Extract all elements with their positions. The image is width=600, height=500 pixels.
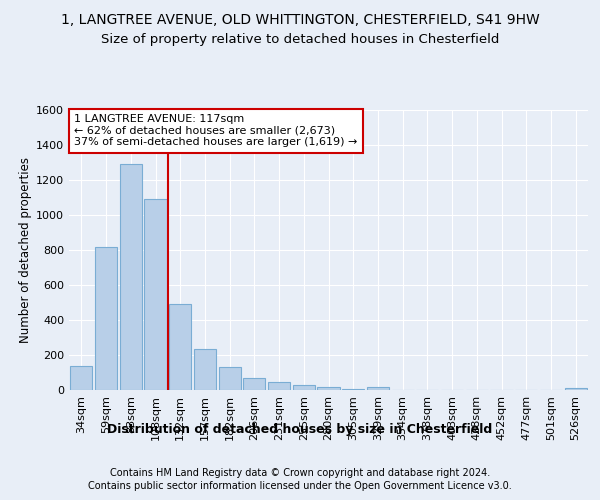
Text: 1, LANGTREE AVENUE, OLD WHITTINGTON, CHESTERFIELD, S41 9HW: 1, LANGTREE AVENUE, OLD WHITTINGTON, CHE… (61, 12, 539, 26)
Bar (317, 388, 340, 390)
Bar (145, 199, 167, 390)
Bar (565, 388, 587, 390)
Bar (95, 248, 117, 390)
Bar (243, 378, 265, 390)
Bar (342, 389, 364, 390)
Text: Contains public sector information licensed under the Open Government Licence v3: Contains public sector information licen… (88, 481, 512, 491)
Y-axis label: Number of detached properties: Number of detached properties (19, 157, 32, 343)
Bar (70, 366, 92, 390)
Bar (268, 382, 290, 390)
Bar (218, 367, 241, 390)
Text: Contains HM Land Registry data © Crown copyright and database right 2024.: Contains HM Land Registry data © Crown c… (110, 468, 490, 477)
Bar (293, 386, 315, 390)
Text: Size of property relative to detached houses in Chesterfield: Size of property relative to detached ho… (101, 32, 499, 46)
Bar (119, 164, 142, 390)
Text: 1 LANGTREE AVENUE: 117sqm
← 62% of detached houses are smaller (2,673)
37% of se: 1 LANGTREE AVENUE: 117sqm ← 62% of detac… (74, 114, 358, 148)
Bar (367, 388, 389, 390)
Text: Distribution of detached houses by size in Chesterfield: Distribution of detached houses by size … (107, 422, 493, 436)
Bar (194, 349, 216, 390)
Bar (169, 304, 191, 390)
